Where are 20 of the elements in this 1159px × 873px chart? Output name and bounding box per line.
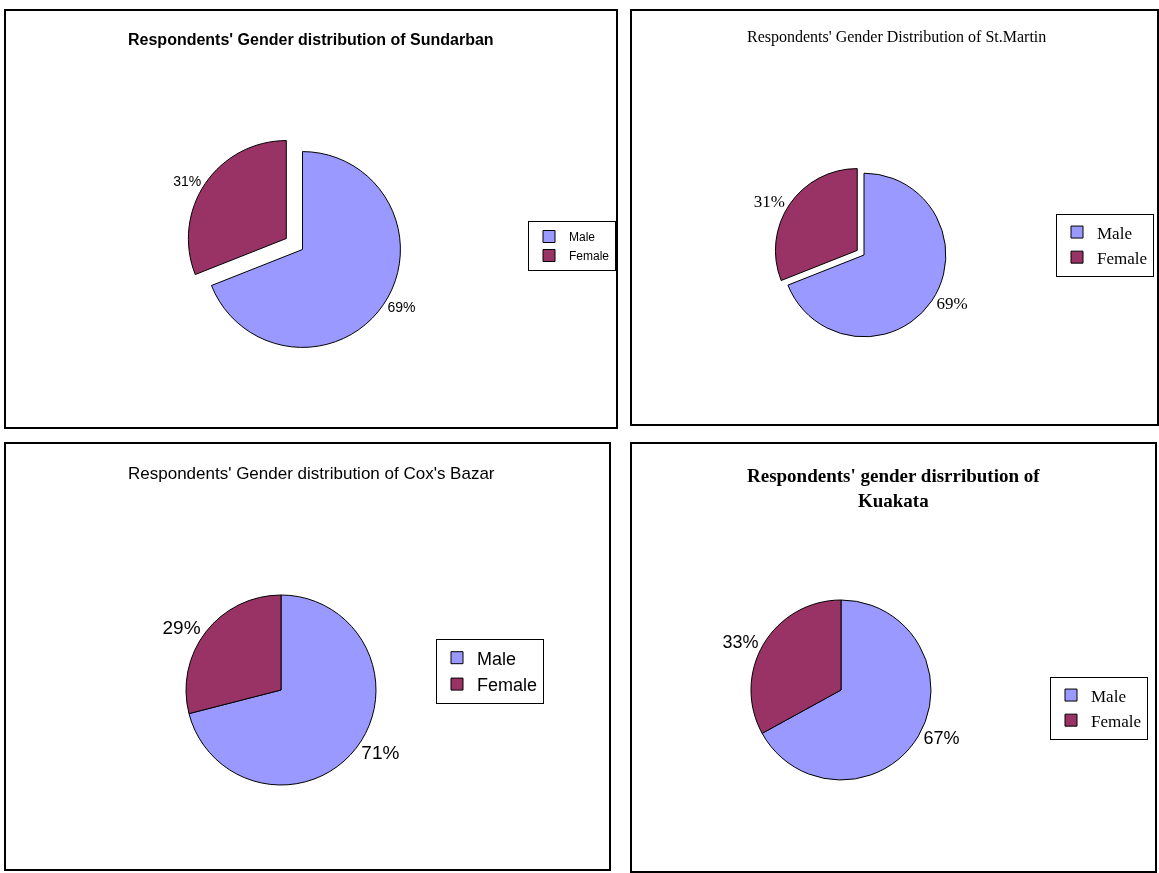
legend-label: Female xyxy=(569,249,610,264)
chart-title: Respondents' Gender distribution of Cox's Bazar xyxy=(128,464,495,483)
data-label: 29% xyxy=(162,617,201,639)
chart-title: Respondents' Gender distribution of Sundarban xyxy=(128,31,494,48)
data-label: 71% xyxy=(361,741,400,763)
legend-label: Female xyxy=(1097,248,1148,268)
legend-label: Male xyxy=(477,648,517,669)
legend-label: Female xyxy=(477,675,538,696)
data-label: 69% xyxy=(387,299,416,316)
legend-label: Male xyxy=(1097,223,1132,243)
data-label: 69% xyxy=(936,294,968,314)
data-label: 67% xyxy=(923,728,960,749)
data-label: 31% xyxy=(753,191,785,211)
legend-label: Female xyxy=(1091,711,1142,731)
data-label: 33% xyxy=(722,631,759,652)
data-label: 31% xyxy=(173,172,202,189)
legend-label: Male xyxy=(1091,686,1126,706)
legend-label: Male xyxy=(569,230,596,245)
chart-title: Respondents' Gender Distribution of St.Martin xyxy=(747,28,1047,46)
chart-title: Respondents' gender disrribution of Kuakata xyxy=(747,465,1041,511)
